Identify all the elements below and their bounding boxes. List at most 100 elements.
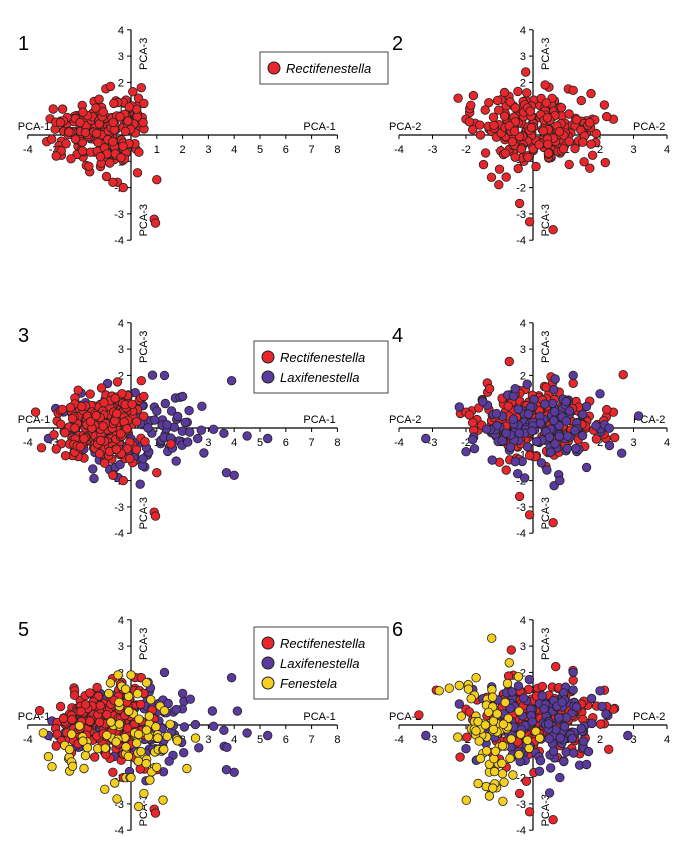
data-point — [535, 756, 546, 766]
data-point — [139, 98, 149, 109]
x-axis-title-right: PCA-1 — [303, 711, 335, 723]
data-point — [232, 706, 243, 716]
data-point — [185, 694, 196, 704]
data-point — [599, 100, 610, 110]
data-point — [76, 706, 86, 717]
data-point — [178, 748, 189, 758]
data-point — [500, 697, 510, 708]
data-point — [491, 408, 502, 419]
data-point — [514, 428, 525, 438]
data-point — [602, 404, 612, 415]
legend-box — [253, 626, 389, 700]
data-point — [487, 692, 498, 702]
data-point — [492, 95, 503, 106]
data-point — [114, 697, 124, 708]
x-tick-label: 1 — [154, 144, 160, 156]
data-point — [78, 736, 88, 746]
data-point — [82, 742, 93, 753]
data-point — [141, 725, 152, 735]
panel-number: 2 — [392, 33, 403, 55]
legend-box — [253, 340, 389, 394]
data-point — [516, 144, 527, 154]
data-point — [112, 794, 122, 804]
data-point — [139, 391, 149, 402]
data-point — [461, 447, 471, 457]
data-point — [95, 151, 106, 162]
data-point — [544, 432, 555, 442]
data-point — [219, 725, 229, 736]
data-point — [138, 454, 148, 464]
data-point — [505, 753, 515, 764]
data-point — [541, 98, 552, 108]
data-point — [96, 383, 107, 393]
x-tick-label: 6 — [283, 734, 289, 746]
data-point — [554, 126, 565, 137]
data-point — [487, 633, 497, 643]
data-point — [515, 729, 526, 740]
data-point — [601, 709, 611, 719]
data-point — [79, 763, 89, 774]
data-point — [520, 473, 530, 483]
data-point — [141, 678, 152, 688]
data-point — [542, 113, 553, 123]
data-point — [118, 182, 129, 193]
data-point — [414, 710, 424, 720]
data-point — [489, 766, 500, 777]
data-point — [109, 98, 119, 109]
data-point — [105, 158, 115, 168]
data-point — [513, 672, 524, 682]
data-point — [69, 690, 80, 700]
series-fenestela — [434, 633, 545, 807]
data-point — [617, 448, 627, 458]
data-point — [466, 100, 476, 111]
x-tick-label: -2 — [461, 144, 471, 156]
data-point — [108, 177, 118, 188]
data-point — [64, 127, 74, 137]
data-point — [527, 717, 538, 727]
data-point — [98, 107, 108, 117]
data-point — [532, 436, 542, 447]
data-point — [513, 404, 523, 414]
x-tick-label: 7 — [309, 734, 315, 746]
data-point — [66, 154, 76, 164]
y-tick-label: -3 — [114, 209, 124, 221]
data-point — [47, 134, 57, 144]
data-point — [499, 87, 510, 98]
data-point — [74, 721, 85, 731]
data-point — [126, 772, 136, 783]
y-tick-label: 4 — [520, 615, 526, 627]
panel-number: 1 — [18, 33, 29, 55]
data-point — [499, 777, 509, 788]
x-tick-label: 2 — [180, 144, 186, 156]
data-point — [153, 733, 163, 743]
data-point — [548, 746, 559, 757]
x-axis-title-right: PCA-1 — [303, 121, 335, 133]
data-point — [544, 719, 554, 729]
data-point — [463, 684, 474, 694]
panel-1: 1-4-3-2-1123456784321-1-2-3-4PCA-1PCA-1P… — [18, 25, 389, 247]
data-point — [80, 127, 91, 138]
data-point — [546, 763, 556, 773]
data-point — [134, 147, 144, 157]
data-point — [571, 702, 582, 712]
data-point — [555, 772, 565, 783]
data-point — [92, 682, 102, 693]
data-point — [475, 130, 486, 140]
data-point — [80, 750, 91, 761]
data-point — [128, 86, 138, 97]
y-axis-title-top: PCA-3 — [138, 628, 150, 660]
legend-label: Rectifenestella — [280, 350, 365, 365]
data-point — [514, 198, 525, 209]
data-point — [563, 431, 573, 441]
data-point — [468, 90, 479, 101]
data-point — [571, 443, 581, 454]
data-point — [521, 776, 532, 787]
data-point — [555, 733, 566, 743]
data-point — [595, 719, 606, 729]
data-point — [489, 120, 499, 131]
y-tick-label: 2 — [118, 77, 124, 89]
data-point — [464, 117, 475, 127]
x-tick-label: 2 — [597, 144, 603, 156]
data-point — [564, 159, 574, 170]
